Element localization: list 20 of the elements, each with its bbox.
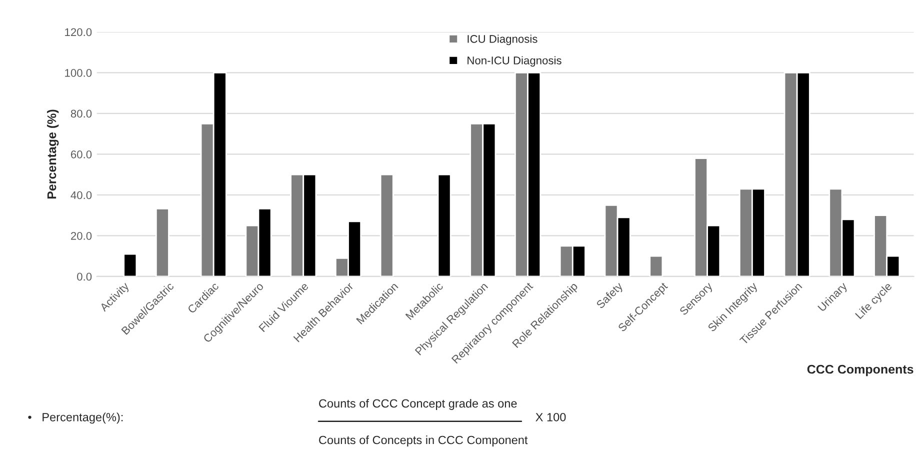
bar: [649, 255, 664, 276]
y-tick-label: 80.0: [70, 110, 92, 118]
text: X 100: [536, 412, 566, 422]
y-tick-label: 0.0: [77, 272, 92, 281]
legend-label: Non-ICU Diagnosis: [468, 56, 562, 67]
bar: [437, 174, 452, 276]
text: • Percentage(%):: [28, 412, 123, 424]
y-tick-label: 100.0: [65, 69, 92, 77]
y-tick-label: 40.0: [70, 191, 92, 200]
y-tick-label: 60.0: [70, 150, 92, 158]
y-axis-title: Percentage (%): [46, 110, 59, 199]
legend-label: ICU Diagnosis: [468, 34, 538, 46]
bar: [123, 253, 138, 276]
bar: [380, 174, 394, 276]
text: Counts of CCC Concept grade as one: [319, 398, 517, 410]
x-axis-title: CCC Components: [807, 364, 914, 376]
bar: [155, 208, 170, 276]
y-tick-label: 20.0: [70, 232, 92, 240]
text: Counts of Concepts in CCC Component: [319, 436, 528, 447]
y-tick-label: 120.0: [65, 28, 92, 36]
